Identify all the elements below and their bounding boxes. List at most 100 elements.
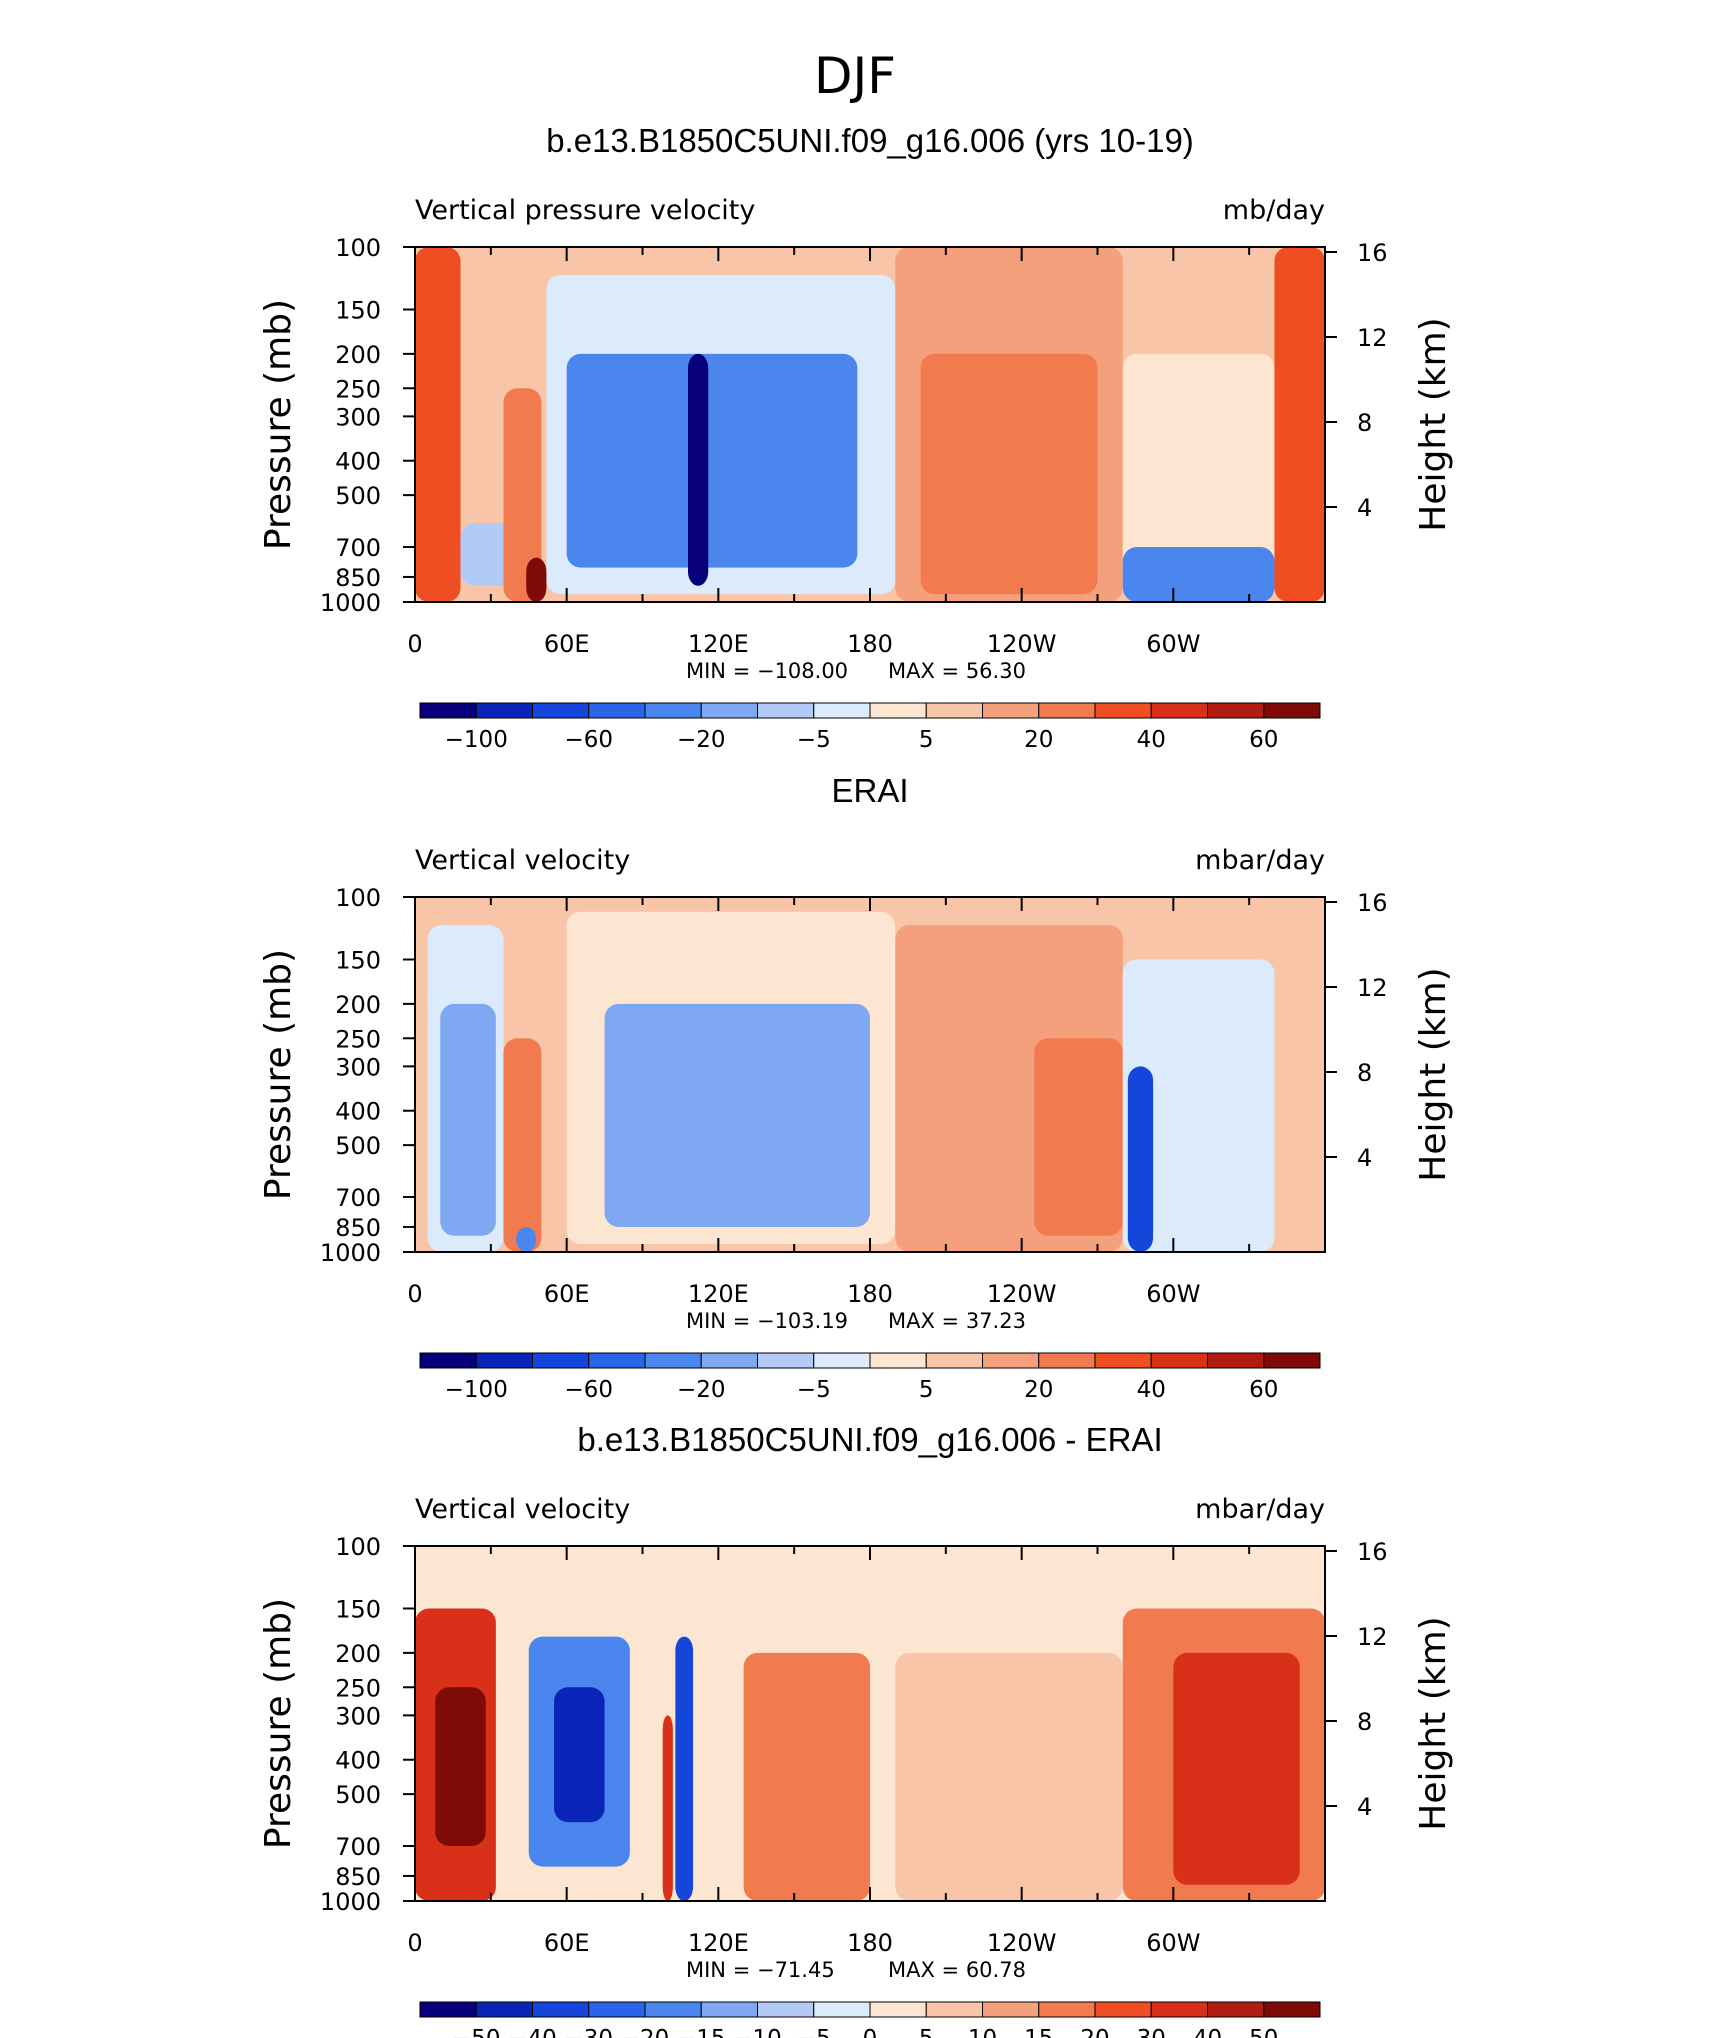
max-label: MAX = 60.78 [888, 1958, 1026, 1982]
min-label: MIN = −108.00 [686, 659, 848, 683]
y-tick-label: 250 [335, 375, 381, 403]
panel-title: ERAI [831, 772, 908, 809]
figure-title: DJF [814, 47, 896, 105]
colorbar-box [757, 2001, 815, 2018]
max-label: MAX = 56.30 [888, 659, 1026, 683]
y-tick-label: 100 [335, 234, 381, 262]
y-tick-label: 700 [335, 534, 381, 562]
panel-2: ERAI Vertical velocity mbar/day 0 60E 120E 180… [258, 772, 1454, 1403]
colorbar-box [644, 2001, 702, 2018]
contour-region [1274, 247, 1325, 602]
colorbar-label: 5 [919, 727, 934, 753]
colorbar-box [1094, 1352, 1152, 1369]
y-tick-label: 500 [335, 1781, 381, 1809]
y-tick-label: 150 [335, 297, 381, 325]
y2-tick-label: 4 [1357, 1144, 1372, 1172]
colorbar-box [813, 2001, 871, 2018]
colorbar-label: −50 [452, 2026, 501, 2038]
colorbar-box [475, 2001, 533, 2018]
colorbar-box [757, 1352, 815, 1369]
y-tick-label: 700 [335, 1184, 381, 1212]
colorbar-box [475, 1352, 533, 1369]
colorbar-box [1207, 702, 1265, 719]
colorbar-box [813, 702, 871, 719]
y2-axis-label: Height (km) [1413, 317, 1454, 531]
colorbar-box [644, 702, 702, 719]
colorbar-box [419, 2001, 477, 2018]
y-tick-label: 300 [335, 1702, 381, 1730]
colorbar-box [757, 702, 815, 719]
y-axis-label: Pressure (mb) [258, 949, 299, 1200]
y-tick-label: 400 [335, 448, 381, 476]
y2-tick-label: 8 [1357, 1708, 1372, 1736]
panel-3: b.e13.B1850C5UNI.f09_g16.006 - ERAI Verti… [258, 1421, 1454, 2038]
y-tick-label: 250 [335, 1025, 381, 1053]
colorbar-box [644, 1352, 702, 1369]
colorbar-box [532, 2001, 590, 2018]
colorbar-box [813, 1352, 871, 1369]
contour-region [1122, 959, 1275, 1252]
contour-region [1034, 1038, 1123, 1236]
y-tick-label: 200 [335, 991, 381, 1019]
contour-region [440, 1003, 496, 1236]
max-label: MAX = 37.23 [888, 1309, 1026, 1333]
colorbar-box [1263, 1352, 1321, 1369]
colorbar-box [588, 1352, 646, 1369]
x-tick-label: 60W [1146, 1929, 1200, 1957]
contour-region [1122, 353, 1275, 602]
contour-region [675, 1636, 694, 1901]
y-tick-label: 400 [335, 1747, 381, 1775]
contour-region [503, 1038, 542, 1252]
colorbar-label: −30 [564, 2026, 613, 2038]
colorbar-label: 30 [1137, 2026, 1166, 2038]
x-tick-label: 0 [407, 1929, 422, 1957]
variable-label: Vertical velocity [415, 845, 630, 876]
colorbar-box [982, 2001, 1040, 2018]
colorbar-label: 50 [1249, 2026, 1278, 2038]
colorbar-box [419, 702, 477, 719]
colorbar-label: 60 [1249, 727, 1278, 753]
y-tick-label: 300 [335, 1053, 381, 1081]
colorbar-box [1150, 1352, 1208, 1369]
colorbar-label: 0 [863, 2026, 878, 2038]
contour-region [920, 353, 1098, 595]
colorbar-label: −100 [445, 727, 508, 753]
contour-region [503, 388, 542, 602]
colorbar-label: −15 [677, 2026, 726, 2038]
colorbar-label: 15 [1024, 2026, 1053, 2038]
units-label: mbar/day [1195, 1494, 1325, 1525]
colorbar-label: 40 [1193, 2026, 1222, 2038]
contour-region [1173, 1652, 1300, 1885]
colorbar-label: 5 [919, 1377, 934, 1403]
contour-region [662, 1715, 673, 1901]
colorbar-box [869, 2001, 927, 2018]
contour-region [895, 1652, 1123, 1901]
y-axis-label: Pressure (mb) [258, 1598, 299, 1849]
x-tick-label: 60E [544, 630, 590, 658]
y-tick-label: 850 [335, 1863, 381, 1891]
units-label: mb/day [1223, 195, 1325, 226]
colorbar-box [588, 702, 646, 719]
colorbar-label: −10 [733, 2026, 782, 2038]
colorbar-label: 5 [919, 2026, 934, 2038]
colorbar-label: −20 [677, 1377, 726, 1403]
colorbar-box [1207, 1352, 1265, 1369]
colorbar-label: 40 [1137, 1377, 1166, 1403]
x-tick-label: 120E [688, 630, 749, 658]
x-tick-label: 60W [1146, 630, 1200, 658]
y-axis-label: Pressure (mb) [258, 299, 299, 550]
colorbar-label: −5 [797, 2026, 831, 2038]
colorbar-label: 10 [968, 2026, 997, 2038]
y-tick-label: 100 [335, 1533, 381, 1561]
contour-region [688, 353, 709, 586]
x-tick-label: 60W [1146, 1280, 1200, 1308]
colorbar-label: 20 [1080, 2026, 1109, 2038]
contour-region [415, 247, 461, 602]
contour-region [1127, 1066, 1154, 1252]
y-tick-label: 150 [335, 947, 381, 975]
contour-region [566, 353, 858, 568]
colorbar-box [1263, 702, 1321, 719]
colorbar-box [700, 702, 758, 719]
colorbar-label: 60 [1249, 1377, 1278, 1403]
